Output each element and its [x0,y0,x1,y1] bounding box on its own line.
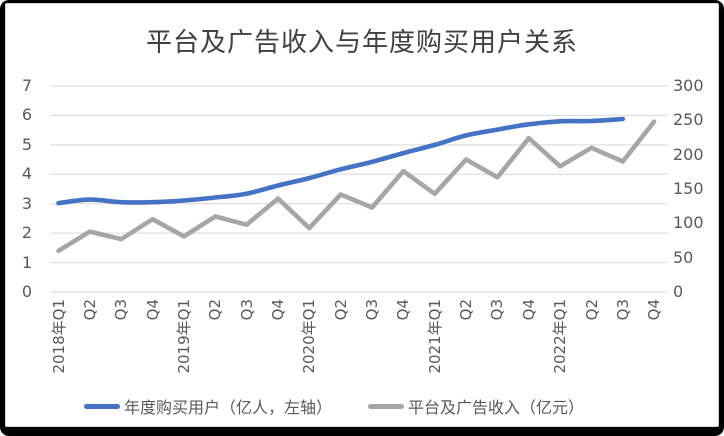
x-axis-tick: Q4 [394,299,413,321]
x-axis-tick: Q3 [237,299,256,321]
y-axis-tick-right: 50 [673,247,694,267]
legend-item-buyers: 年度购买用户（亿人，左轴） [84,394,332,418]
x-axis-tick: Q4 [269,299,287,321]
y-axis-tick-left: 2 [21,223,32,243]
y-axis-tick-left: 3 [21,193,32,213]
x-axis-tick: 2022年Q1 [551,299,570,374]
revenue-line [56,119,657,254]
y-axis-tick-right: 250 [673,110,704,130]
y-axis-tick-left: 0 [21,282,32,301]
x-axis-tick: Q2 [457,299,476,321]
y-axis-tick-right: 100 [673,213,704,233]
y-axis-tick-right: 150 [673,179,704,198]
y-axis-tick-left: 7 [21,76,32,95]
y-axis-tick-right: 300 [673,76,704,95]
y-axis-tick-right: 0 [673,282,684,301]
y-axis-tick-right: 200 [673,144,704,164]
y-axis-tick-left: 6 [21,105,32,125]
x-axis-tick: 2021年Q1 [425,299,444,374]
x-axis-tick: Q4 [645,299,664,321]
x-axis-tick: 2018年Q1 [49,299,68,374]
x-axis-tick: Q3 [613,299,632,321]
x-axis-tick: 2020年Q1 [300,299,319,374]
x-axis-tick: Q3 [112,299,131,321]
x-axis-tick: Q4 [519,299,538,321]
chart-legend: 年度购买用户（亿人，左轴） 平台及广告收入（亿元） [84,394,584,418]
y-axis-tick-left: 4 [21,164,32,184]
x-axis-tick: Q2 [80,299,99,321]
x-axis-tick: 2019年Q1 [174,299,193,374]
x-axis-tick: Q3 [488,299,507,321]
chart-card: 平台及广告收入与年度购买用户关系 7 6 5 4 3 2 1 0 300 250 200 150 10… [5,3,719,427]
y-axis-tick-left: 1 [21,252,32,272]
legend-label-buyers: 年度购买用户（亿人，左轴） [124,398,333,417]
x-axis-tick: Q2 [331,299,350,321]
legend-item-revenue: 平台及广告收入（亿元） [368,394,584,418]
buyers-line-swatch-icon [84,403,120,409]
x-axis-tick: Q3 [363,299,381,321]
chart-title: 平台及广告收入与年度购买用户关系 [145,28,578,58]
buyers-line [56,116,626,206]
x-axis-tick: Q2 [206,299,225,321]
x-axis-tick: Q2 [582,299,601,321]
chart-plot-area [50,85,668,293]
x-axis-tick: Q4 [143,299,162,321]
revenue-line-swatch-icon [368,403,405,409]
y-axis-tick-left: 5 [21,134,32,154]
legend-label-revenue: 平台及广告收入（亿元） [408,398,585,417]
